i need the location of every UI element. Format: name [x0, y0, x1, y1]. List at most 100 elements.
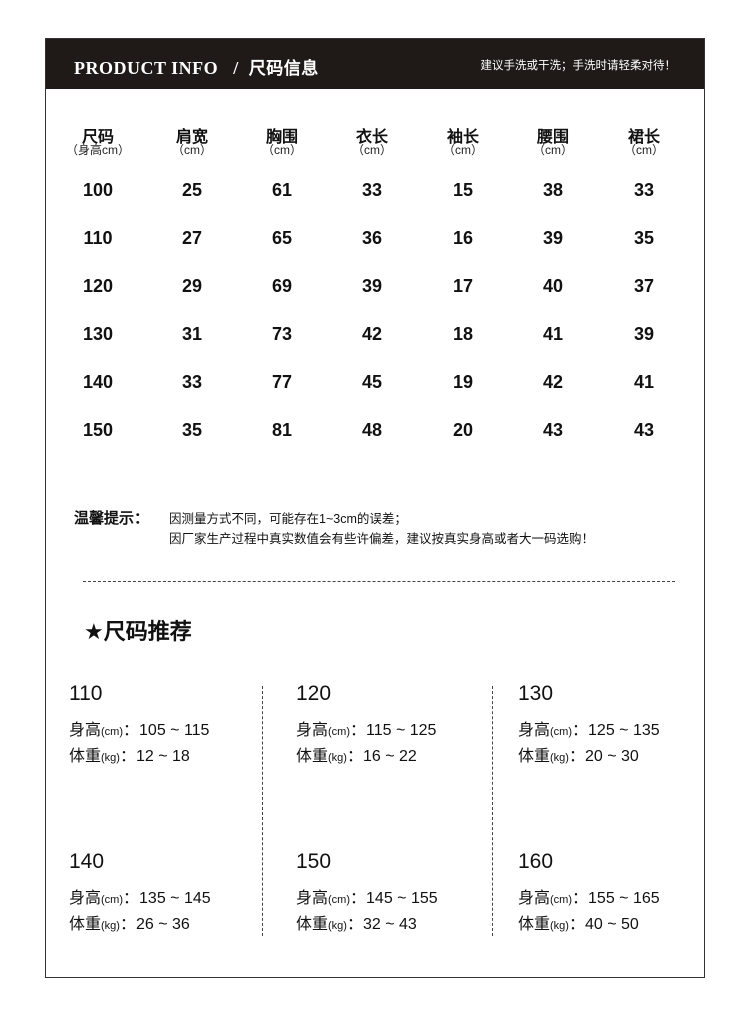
table-cell: 18 — [452, 324, 474, 344]
weight-range: 体重(kg)：26 ~ 36 — [69, 910, 269, 934]
column-unit: （身高cm） — [66, 143, 130, 157]
size-chart: PRODUCT INFO / 尺码信息 建议手洗或干洗；手洗时请轻柔对待！ 尺码… — [45, 38, 705, 978]
height-label: 身高 — [518, 890, 551, 907]
weight-label: 体重 — [518, 916, 551, 933]
weight-label: 体重 — [69, 916, 102, 933]
table-cell: 38 — [542, 180, 564, 200]
weight-label: 体重 — [69, 748, 102, 765]
column-header: 腰围 — [536, 129, 569, 146]
recommend-size: 130 — [518, 682, 554, 705]
table-cell: 36 — [361, 228, 383, 248]
height-value: ：115 ~ 125 — [350, 722, 437, 739]
height-label: 身高 — [69, 890, 102, 907]
weight-range: 体重(kg)：12 ~ 18 — [69, 742, 269, 766]
divider — [492, 686, 493, 936]
table-cell: 41 — [542, 324, 564, 344]
table-cell: 42 — [361, 324, 383, 344]
weight-unit: (kg) — [101, 752, 120, 764]
column-header: 胸围 — [265, 129, 298, 146]
recommend-item: 150 身高(cm)：145 ~ 155 体重(kg)：32 ~ 43 — [296, 850, 496, 934]
height-unit: (cm) — [550, 894, 573, 906]
height-unit: (cm) — [101, 726, 124, 738]
recommend-item: 130 身高(cm)：125 ~ 135 体重(kg)：20 ~ 30 — [518, 682, 718, 766]
table-cell: 110 — [83, 228, 113, 248]
weight-unit: (kg) — [550, 920, 569, 932]
height-label: 身高 — [296, 890, 329, 907]
table-cell: 37 — [633, 276, 655, 296]
column-header: 袖长 — [446, 129, 479, 146]
title-cn: 尺码信息 — [248, 59, 319, 79]
table-cell: 39 — [361, 276, 383, 296]
weight-value: ：20 ~ 30 — [568, 748, 639, 765]
recommend-title: ★尺码推荐 — [84, 619, 192, 644]
height-range: 身高(cm)：155 ~ 165 — [518, 884, 718, 908]
height-label: 身高 — [296, 722, 329, 739]
weight-label: 体重 — [518, 748, 551, 765]
table-cell: 77 — [271, 372, 293, 392]
column-unit: （cm） — [352, 143, 392, 157]
table-cell: 33 — [633, 180, 655, 200]
table-cell: 29 — [181, 276, 203, 296]
column-header: 尺码 — [81, 129, 114, 146]
table-cell: 100 — [82, 180, 114, 200]
table-cell: 42 — [542, 372, 564, 392]
table-cell: 31 — [181, 324, 203, 344]
weight-unit: (kg) — [328, 752, 347, 764]
table-cell: 35 — [181, 420, 203, 440]
weight-unit: (kg) — [328, 920, 347, 932]
height-unit: (cm) — [328, 726, 351, 738]
column-header: 裙长 — [627, 129, 660, 146]
weight-unit: (kg) — [550, 752, 569, 764]
table-cell: 48 — [361, 420, 383, 440]
table-cell: 40 — [542, 276, 564, 296]
table-cell: 81 — [271, 420, 293, 440]
height-value: ：155 ~ 165 — [572, 890, 660, 907]
table-cell: 25 — [181, 180, 203, 200]
height-range: 身高(cm)：125 ~ 135 — [518, 716, 718, 740]
recommend-item: 120 身高(cm)：115 ~ 125 体重(kg)：16 ~ 22 — [296, 682, 496, 766]
column-unit: （cm） — [443, 143, 483, 157]
divider — [83, 581, 675, 582]
weight-value: ：26 ~ 36 — [119, 916, 190, 933]
column-unit: （cm） — [533, 143, 573, 157]
table-cell: 130 — [82, 324, 114, 344]
table-cell: 19 — [452, 372, 474, 392]
table-cell: 41 — [633, 372, 655, 392]
table-cell: 69 — [271, 276, 293, 296]
table-cell: 61 — [271, 180, 293, 200]
weight-range: 体重(kg)：20 ~ 30 — [518, 742, 718, 766]
weight-value: ：16 ~ 22 — [346, 748, 417, 765]
height-range: 身高(cm)：135 ~ 145 — [69, 884, 269, 908]
title-en: PRODUCT INFO — [74, 58, 219, 78]
table-cell: 39 — [633, 324, 655, 344]
weight-range: 体重(kg)：40 ~ 50 — [518, 910, 718, 934]
table-cell: 15 — [452, 180, 474, 200]
table-cell: 16 — [452, 228, 474, 248]
table-cell: 43 — [633, 420, 655, 440]
recommend-item: 140 身高(cm)：135 ~ 145 体重(kg)：26 ~ 36 — [69, 850, 269, 934]
recommend-item: 110 身高(cm)：105 ~ 115 体重(kg)：12 ~ 18 — [69, 682, 269, 766]
height-unit: (cm) — [550, 726, 573, 738]
table-cell: 73 — [271, 324, 293, 344]
table-cell: 33 — [361, 180, 383, 200]
table-cell: 43 — [542, 420, 564, 440]
column-unit: （cm） — [624, 143, 664, 157]
divider — [262, 686, 263, 936]
table-cell: 45 — [361, 372, 383, 392]
height-unit: (cm) — [328, 894, 351, 906]
recommend-size: 110 — [69, 682, 103, 705]
column-header: 肩宽 — [175, 129, 208, 146]
care-note: 建议手洗或干洗；手洗时请轻柔对待！ — [480, 60, 677, 72]
table-cell: 140 — [82, 372, 114, 392]
column-unit: （cm） — [172, 143, 212, 157]
recommend-size: 160 — [518, 850, 554, 873]
recommend-item: 160 身高(cm)：155 ~ 165 体重(kg)：40 ~ 50 — [518, 850, 718, 934]
height-unit: (cm) — [101, 894, 124, 906]
weight-range: 体重(kg)：16 ~ 22 — [296, 742, 496, 766]
header-bar: PRODUCT INFO / 尺码信息 建议手洗或干洗；手洗时请轻柔对待！ — [46, 39, 704, 89]
weight-label: 体重 — [296, 916, 329, 933]
height-label: 身高 — [518, 722, 551, 739]
table-cell: 20 — [452, 420, 474, 440]
column-unit: （cm） — [262, 143, 302, 157]
table-cell: 39 — [542, 228, 564, 248]
